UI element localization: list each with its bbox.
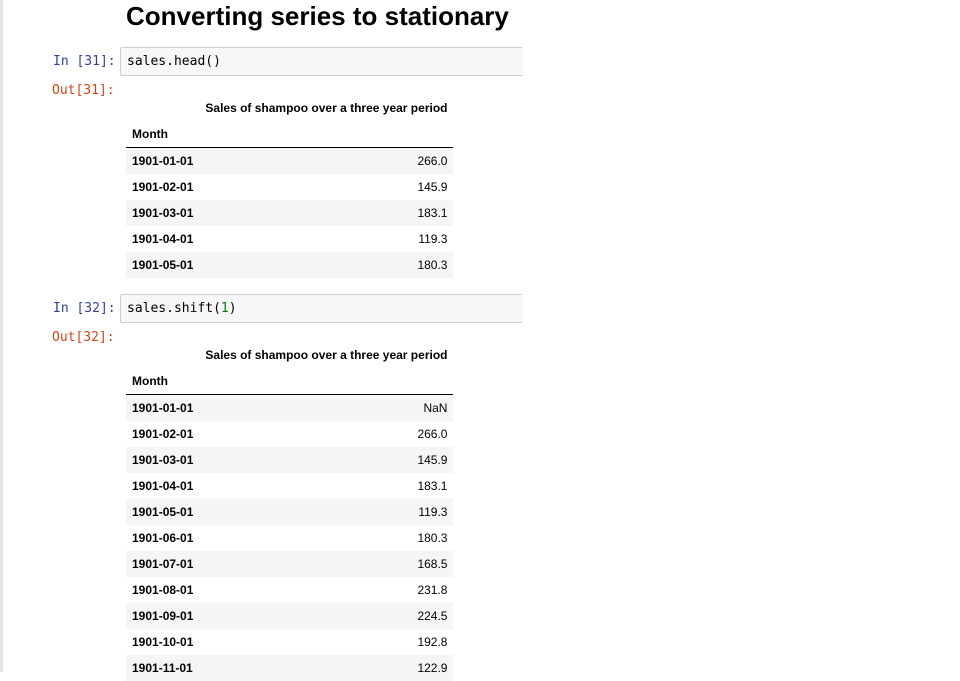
cell-value: 224.5 <box>417 609 448 623</box>
table-row: 1901-10-01 192.8 <box>126 629 453 655</box>
dataframe-output-31: Sales of shampoo over a three year perio… <box>126 95 454 278</box>
table-row: 1901-11-01 122.9 <box>126 655 454 681</box>
code-number-token: 1 <box>220 301 229 316</box>
cell-value: 145.9 <box>417 453 448 467</box>
index-name-row: Month <box>126 121 454 148</box>
cell-value: 168.5 <box>417 557 448 571</box>
code-cell-31[interactable]: sales.head() <box>120 47 522 76</box>
table-row: 1901-05-01 180.3 <box>126 252 454 278</box>
cell-value: 183.1 <box>417 479 448 493</box>
table-row: 1901-03-01 183.1 <box>126 200 454 226</box>
index-name-blank <box>199 121 454 148</box>
table-row: 1901-05-01 119.3 <box>126 499 454 525</box>
output-prompt-32: Out[32]: <box>52 330 115 345</box>
table-row: 1901-09-01 224.5 <box>126 603 454 629</box>
column-header-row: Sales of shampoo over a three year perio… <box>126 95 453 121</box>
table-row: 1901-01-01 NaN <box>126 394 454 421</box>
cell-value: 180.3 <box>417 258 448 272</box>
markdown-heading: Converting series to stationary <box>126 1 509 31</box>
row-index: 1901-11-01 <box>132 661 193 675</box>
index-header-blank <box>126 95 199 121</box>
row-index: 1901-05-01 <box>132 505 194 519</box>
column-header: Sales of shampoo over a three year perio… <box>205 101 448 115</box>
index-name-row: Month <box>126 368 454 395</box>
cell-value: 192.8 <box>417 635 448 649</box>
code-cell-32[interactable]: sales.shift(1) <box>120 294 522 323</box>
row-index: 1901-07-01 <box>132 557 194 571</box>
output-prompt-31: Out[31]: <box>52 83 115 98</box>
row-index: 1901-05-01 <box>132 258 194 272</box>
cell-value: NaN <box>423 401 448 415</box>
row-index: 1901-10-01 <box>132 635 194 649</box>
table-row: 1901-07-01 168.5 <box>126 551 454 577</box>
cell-value: 119.3 <box>418 505 448 519</box>
index-name-blank <box>199 368 454 395</box>
table-row: 1901-02-01 266.0 <box>126 421 453 447</box>
code-text: sales.shift( <box>127 301 221 316</box>
row-index: 1901-03-01 <box>132 206 194 220</box>
index-name: Month <box>126 368 200 395</box>
row-index: 1901-02-01 <box>132 427 194 441</box>
input-prompt-32: In [32]: <box>53 301 116 316</box>
table-row: 1901-03-01 145.9 <box>126 447 454 473</box>
row-index: 1901-01-01 <box>132 154 194 168</box>
dataframe-output-32: Sales of shampoo over a three year perio… <box>126 342 454 681</box>
row-index: 1901-01-01 <box>132 401 194 415</box>
column-header: Sales of shampoo over a three year perio… <box>205 348 448 362</box>
row-index: 1901-02-01 <box>132 180 194 194</box>
cell-value: 122.9 <box>417 661 448 675</box>
table-row: 1901-04-01 183.1 <box>126 473 453 499</box>
index-header-blank <box>126 342 199 368</box>
table-row: 1901-01-01 266.0 <box>126 147 454 174</box>
cell-value: 119.3 <box>418 232 448 246</box>
cell-value: 266.0 <box>417 154 448 168</box>
notebook-left-border <box>0 0 3 672</box>
cell-value: 183.1 <box>417 206 448 220</box>
table-row: 1901-02-01 145.9 <box>126 174 453 200</box>
table-row: 1901-04-01 119.3 <box>126 226 453 252</box>
table-row: 1901-08-01 231.8 <box>126 577 453 603</box>
row-index: 1901-09-01 <box>132 609 194 623</box>
cell-value: 266.0 <box>417 427 448 441</box>
row-index: 1901-03-01 <box>132 453 194 467</box>
cell-value: 145.9 <box>417 180 448 194</box>
cell-value: 231.8 <box>417 583 448 597</box>
index-name: Month <box>126 121 200 148</box>
row-index: 1901-08-01 <box>132 583 194 597</box>
column-header-row: Sales of shampoo over a three year perio… <box>126 342 453 368</box>
table-row: 1901-06-01 180.3 <box>126 525 453 551</box>
row-index: 1901-04-01 <box>132 479 194 493</box>
input-prompt-31: In [31]: <box>53 54 116 69</box>
code-text: sales.head() <box>127 54 221 69</box>
cell-value: 180.3 <box>417 531 448 545</box>
row-index: 1901-06-01 <box>132 531 194 545</box>
code-text-tail: ) <box>228 301 237 316</box>
row-index: 1901-04-01 <box>132 232 194 246</box>
